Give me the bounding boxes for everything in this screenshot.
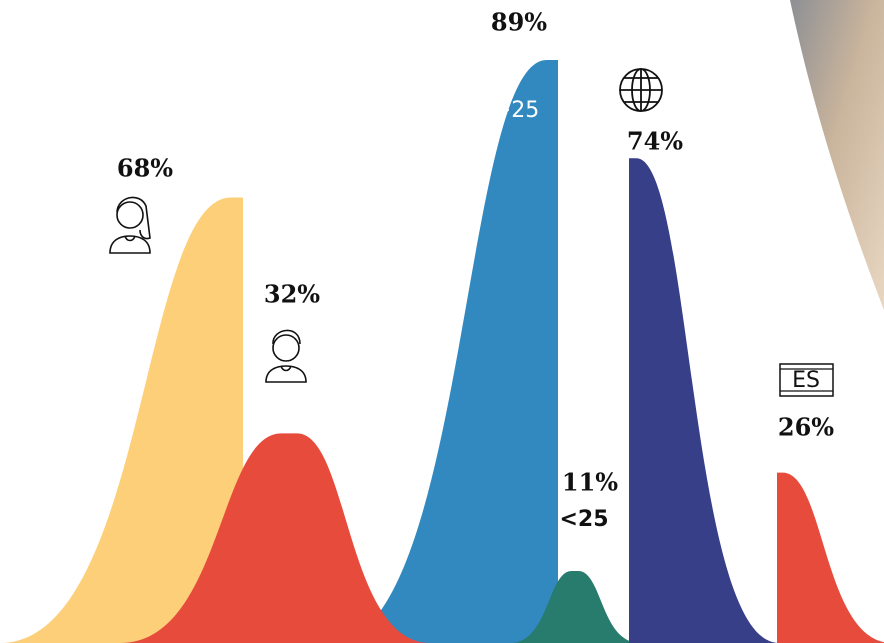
flag-icon: [779, 363, 834, 397]
annotation: ES: [792, 368, 820, 393]
bell: [629, 158, 779, 643]
shapes: [0, 60, 884, 643]
value-label: 32%: [264, 280, 320, 309]
annotation: <25: [559, 507, 608, 532]
woman-icon: [109, 196, 151, 254]
photo: [790, 0, 884, 310]
bell: [0, 197, 243, 643]
bell: [510, 570, 640, 643]
bell: [777, 472, 884, 643]
value-label: 89%: [491, 8, 547, 37]
man-icon: [265, 329, 307, 383]
value-label: 26%: [778, 413, 834, 442]
globe-icon: [619, 68, 663, 112]
bell: [120, 433, 430, 643]
value-label: 11%: [562, 468, 618, 497]
value-label: 68%: [117, 154, 173, 183]
annotation: >25: [493, 98, 539, 123]
value-label: 74%: [627, 127, 683, 156]
bell: [330, 60, 558, 643]
